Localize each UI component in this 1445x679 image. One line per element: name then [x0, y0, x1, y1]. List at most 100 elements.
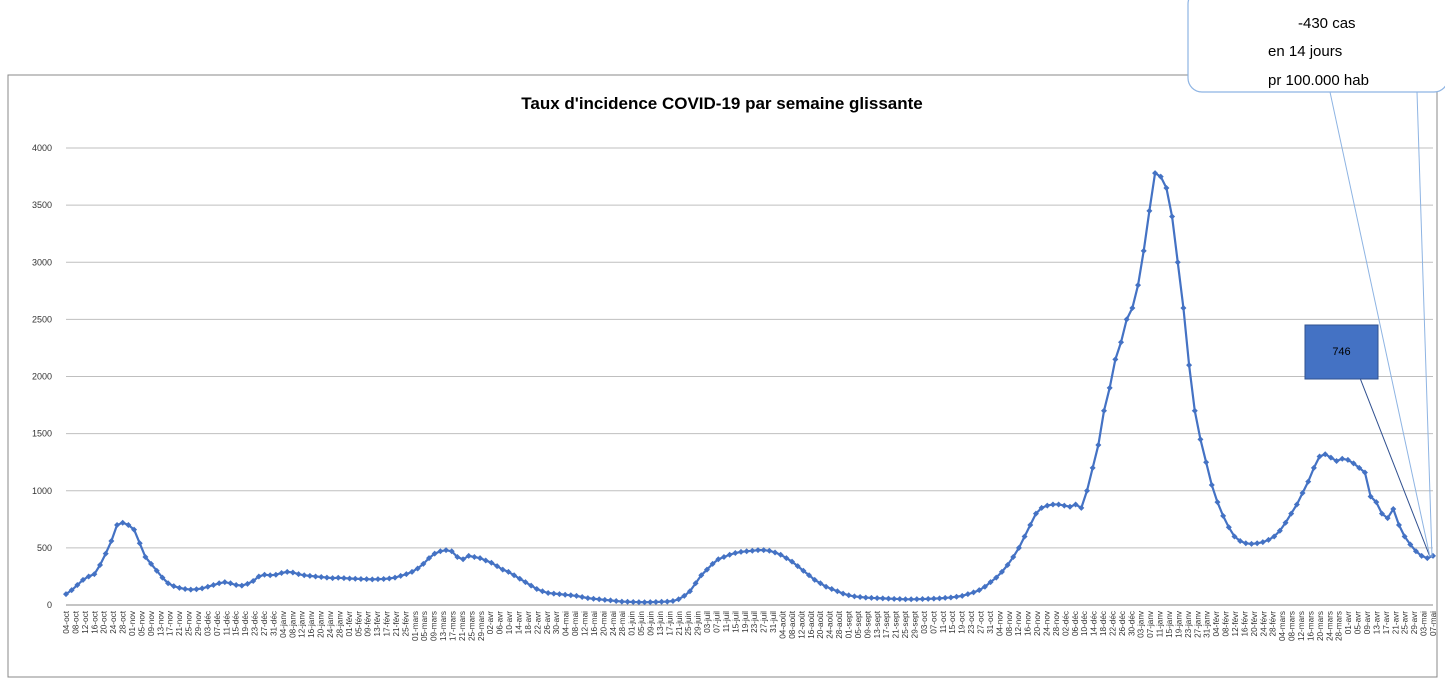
data-point: [227, 580, 234, 587]
data-point: [352, 575, 359, 582]
data-point: [908, 596, 915, 603]
data-point: [1305, 478, 1312, 485]
x-tick-label: 16-mars: [1306, 611, 1315, 641]
data-point: [811, 576, 818, 583]
x-tick-label: 04-févr: [1212, 611, 1221, 637]
x-tick-label: 25-avr: [1401, 611, 1410, 634]
data-point: [755, 547, 762, 554]
data-point: [533, 586, 540, 593]
data-point: [431, 550, 438, 557]
data-point: [1044, 502, 1051, 509]
data-point: [1032, 510, 1039, 517]
data-point: [1271, 533, 1278, 540]
data-point: [669, 598, 676, 605]
data-point: [1350, 460, 1357, 467]
data-point: [601, 596, 608, 603]
data-point: [312, 573, 319, 580]
data-point: [136, 540, 143, 547]
callout-connector-left: [1329, 91, 1431, 558]
data-point: [1169, 213, 1176, 220]
data-point: [1254, 540, 1261, 547]
data-point: [749, 547, 756, 554]
data-point: [970, 589, 977, 596]
data-point: [562, 591, 569, 598]
x-tick-label: 24-mars: [1325, 611, 1334, 641]
data-point: [267, 572, 274, 579]
data-point: [1412, 548, 1419, 555]
x-tick-label: 24-janv: [326, 610, 335, 638]
x-tick-label: 22-déc: [1108, 611, 1117, 636]
data-point: [1316, 453, 1323, 460]
x-tick-label: 31-juil: [769, 611, 778, 633]
x-tick-label: 13-févr: [373, 611, 382, 637]
x-tick-label: 25-sept: [901, 610, 910, 638]
x-tick-label: 03-déc: [203, 611, 212, 636]
data-point: [210, 582, 217, 589]
data-point: [1390, 506, 1397, 513]
data-point: [709, 560, 716, 567]
x-tick-label: 16-mai: [590, 611, 599, 636]
data-point: [828, 586, 835, 593]
x-tick-label: 23-déc: [251, 611, 260, 636]
x-tick-label: 10-déc: [1080, 611, 1089, 636]
x-tick-label: 01-avr: [1344, 611, 1353, 634]
data-point: [1344, 456, 1351, 463]
data-point: [1004, 562, 1011, 569]
x-tick-label: 08-oct: [71, 610, 80, 633]
data-point: [1282, 519, 1289, 526]
x-tick-label: 28-févr: [1269, 611, 1278, 637]
data-point: [193, 586, 200, 593]
data-point: [369, 576, 376, 583]
data-point: [278, 570, 285, 577]
x-tick-label: 17-juin: [665, 611, 674, 636]
y-tick-label: 3500: [32, 200, 52, 210]
data-point: [1095, 442, 1102, 449]
x-tick-label: 09-févr: [364, 611, 373, 637]
data-point: [1140, 247, 1147, 254]
x-tick-label: 09-mars: [430, 611, 439, 641]
data-point: [664, 598, 671, 605]
gridlines: [66, 147, 1433, 606]
data-point: [403, 571, 410, 578]
data-point: [471, 554, 478, 561]
data-point: [1089, 464, 1096, 471]
data-point: [374, 576, 381, 583]
data-point: [567, 592, 574, 599]
x-tick-label: 28-nov: [1052, 610, 1061, 636]
data-point: [681, 592, 688, 599]
x-tick-label: 13-avr: [1372, 611, 1381, 634]
data-point: [85, 573, 92, 580]
badge-value: 746: [1332, 346, 1351, 358]
data-point: [715, 556, 722, 563]
data-point: [1395, 522, 1402, 529]
series-points: [63, 170, 1436, 606]
x-tick-label: 17-févr: [383, 611, 392, 637]
data-point: [1174, 259, 1181, 266]
data-point: [806, 572, 813, 579]
x-tick-label: 29-juin: [694, 611, 703, 636]
data-point: [329, 575, 336, 582]
x-tick-label: 21-févr: [392, 611, 401, 637]
data-point: [1299, 490, 1306, 497]
data-point: [165, 580, 172, 587]
data-point: [1231, 533, 1238, 540]
x-tick-label: 20-oct: [100, 610, 109, 633]
x-tick-label: 16-oct: [90, 610, 99, 633]
data-point: [261, 571, 268, 578]
y-tick-label: 0: [47, 600, 52, 610]
data-point: [465, 552, 472, 559]
x-tick-label: 16-août: [807, 610, 816, 638]
data-point: [1203, 459, 1210, 466]
data-point: [936, 595, 943, 602]
data-point: [511, 572, 518, 579]
data-point: [522, 579, 529, 586]
data-point: [1225, 524, 1232, 531]
x-tick-label: 19-oct: [958, 610, 967, 633]
data-point: [346, 575, 353, 582]
x-axis-tick-labels: 04-oct 08-oct 12-oct 16-oct 20-oct 24-oct 28-o…: [62, 610, 1438, 641]
x-tick-label: 13-sept: [873, 610, 882, 638]
data-point: [74, 582, 81, 589]
x-tick-label: 04-janv: [279, 610, 288, 638]
x-tick-label: 04-nov: [995, 610, 1004, 636]
